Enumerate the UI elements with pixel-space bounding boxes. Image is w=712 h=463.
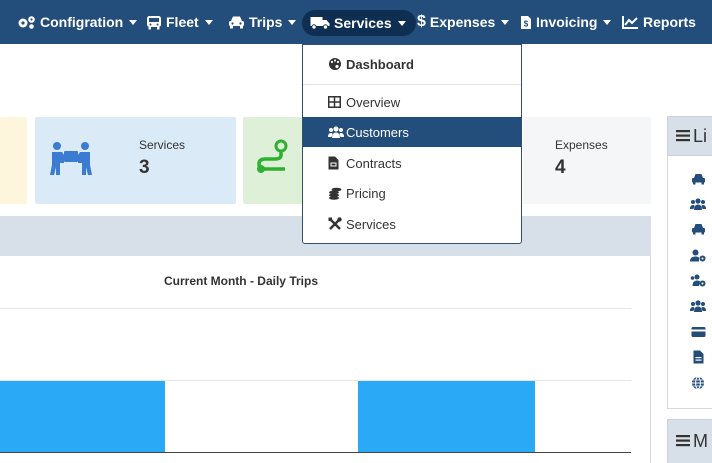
nav-expenses[interactable]: $ Expenses bbox=[417, 0, 510, 44]
globe-icon[interactable] bbox=[690, 376, 706, 390]
chart-gridline bbox=[0, 308, 631, 309]
top-navbar: Configration Fleet Trips Services $ Expe… bbox=[0, 0, 712, 44]
nav-services-label: Services bbox=[334, 15, 392, 31]
stat-card-trips bbox=[243, 117, 303, 204]
truck-icon bbox=[310, 16, 330, 30]
users-icon[interactable] bbox=[690, 299, 706, 313]
bars-icon[interactable] bbox=[676, 126, 690, 147]
expenses-card-label: Expenses bbox=[555, 138, 608, 152]
dropdown-item-contracts[interactable]: Contracts bbox=[303, 148, 521, 178]
bars-icon[interactable] bbox=[676, 431, 690, 452]
chart-bar bbox=[0, 381, 165, 452]
dropdown-item-label: Contracts bbox=[346, 155, 402, 171]
dropdown-item-pricing[interactable]: Pricing bbox=[303, 178, 521, 208]
chart-x-axis bbox=[0, 452, 631, 453]
dropdown-item-label: Customers bbox=[346, 124, 409, 140]
nav-left-edge bbox=[0, 0, 2, 44]
dollar-icon: $ bbox=[417, 13, 426, 30]
nav-configration-label: Configration bbox=[40, 14, 124, 30]
dropdown-item-overview[interactable]: Overview bbox=[303, 87, 521, 117]
nav-trips[interactable]: Trips bbox=[228, 0, 297, 44]
cogs-icon bbox=[17, 15, 36, 29]
expenses-card-value: 4 bbox=[555, 157, 566, 178]
dropdown-item-services[interactable]: Services bbox=[303, 209, 521, 239]
chevron-down-icon bbox=[129, 19, 138, 25]
dropdown-divider bbox=[303, 84, 521, 85]
route-icon bbox=[255, 139, 295, 182]
invoice-icon: $ bbox=[520, 15, 532, 30]
nav-services[interactable]: Services bbox=[302, 10, 416, 36]
users-cog-icon[interactable] bbox=[690, 273, 706, 287]
nav-trips-label: Trips bbox=[249, 14, 283, 30]
chevron-down-icon bbox=[397, 20, 406, 26]
side-panel-title-2: M bbox=[693, 431, 708, 451]
side-panel-header: Li bbox=[667, 116, 712, 156]
file-pdf-icon bbox=[328, 156, 344, 170]
chart-gridline bbox=[0, 380, 631, 381]
nav-invoicing[interactable]: $ Invoicing bbox=[520, 0, 612, 44]
chart-bar bbox=[358, 381, 535, 452]
chevron-down-icon bbox=[501, 19, 510, 25]
dropdown-item-dashboard[interactable]: Dashboard bbox=[303, 49, 521, 79]
people-carry-icon bbox=[49, 141, 93, 182]
table-icon bbox=[328, 96, 344, 108]
chevron-down-icon bbox=[288, 19, 297, 25]
car-icon bbox=[228, 15, 245, 29]
side-panel-title: Li bbox=[693, 125, 708, 146]
stat-card-partial bbox=[0, 117, 27, 204]
user-cog-icon[interactable] bbox=[690, 248, 706, 262]
nav-reports[interactable]: Reports bbox=[622, 0, 696, 44]
side-panel-header-2: M bbox=[667, 419, 712, 463]
stat-card-services: Services 3 bbox=[35, 117, 236, 204]
chart-title: Current Month - Daily Trips bbox=[163, 274, 318, 288]
nav-configration[interactable]: Configration bbox=[17, 0, 138, 44]
chevron-down-icon bbox=[204, 19, 213, 25]
chevron-down-icon bbox=[603, 19, 612, 25]
services-card-label: Services bbox=[139, 138, 186, 152]
car-icon[interactable] bbox=[690, 172, 706, 186]
services-card-value: 3 bbox=[139, 157, 150, 178]
palette-icon bbox=[328, 57, 344, 71]
file-icon[interactable] bbox=[690, 350, 706, 364]
coins-icon bbox=[328, 187, 344, 200]
nav-invoicing-label: Invoicing bbox=[536, 14, 598, 30]
dropdown-item-label: Overview bbox=[346, 94, 401, 110]
svg-text:$: $ bbox=[524, 19, 529, 28]
dropdown-item-label: Services bbox=[346, 216, 396, 232]
credit-card-icon[interactable] bbox=[690, 325, 706, 339]
stat-card-expenses: Expenses 4 bbox=[523, 117, 651, 204]
nav-expenses-label: Expenses bbox=[429, 14, 496, 30]
car-icon[interactable] bbox=[690, 222, 706, 236]
dropdown-item-label: Pricing bbox=[346, 185, 386, 201]
users-icon bbox=[328, 126, 344, 138]
services-dropdown-menu: Dashboard Overview Customers Contracts P… bbox=[302, 44, 522, 244]
users-icon[interactable] bbox=[690, 197, 706, 211]
nav-reports-label: Reports bbox=[643, 14, 696, 30]
nav-fleet-label: Fleet bbox=[166, 14, 199, 30]
dropdown-item-label: Dashboard bbox=[346, 56, 414, 72]
bus-icon bbox=[146, 15, 162, 30]
line-chart-icon bbox=[622, 15, 639, 29]
tools-icon bbox=[328, 217, 344, 231]
nav-fleet[interactable]: Fleet bbox=[146, 0, 213, 44]
dropdown-item-customers[interactable]: Customers bbox=[303, 117, 521, 147]
